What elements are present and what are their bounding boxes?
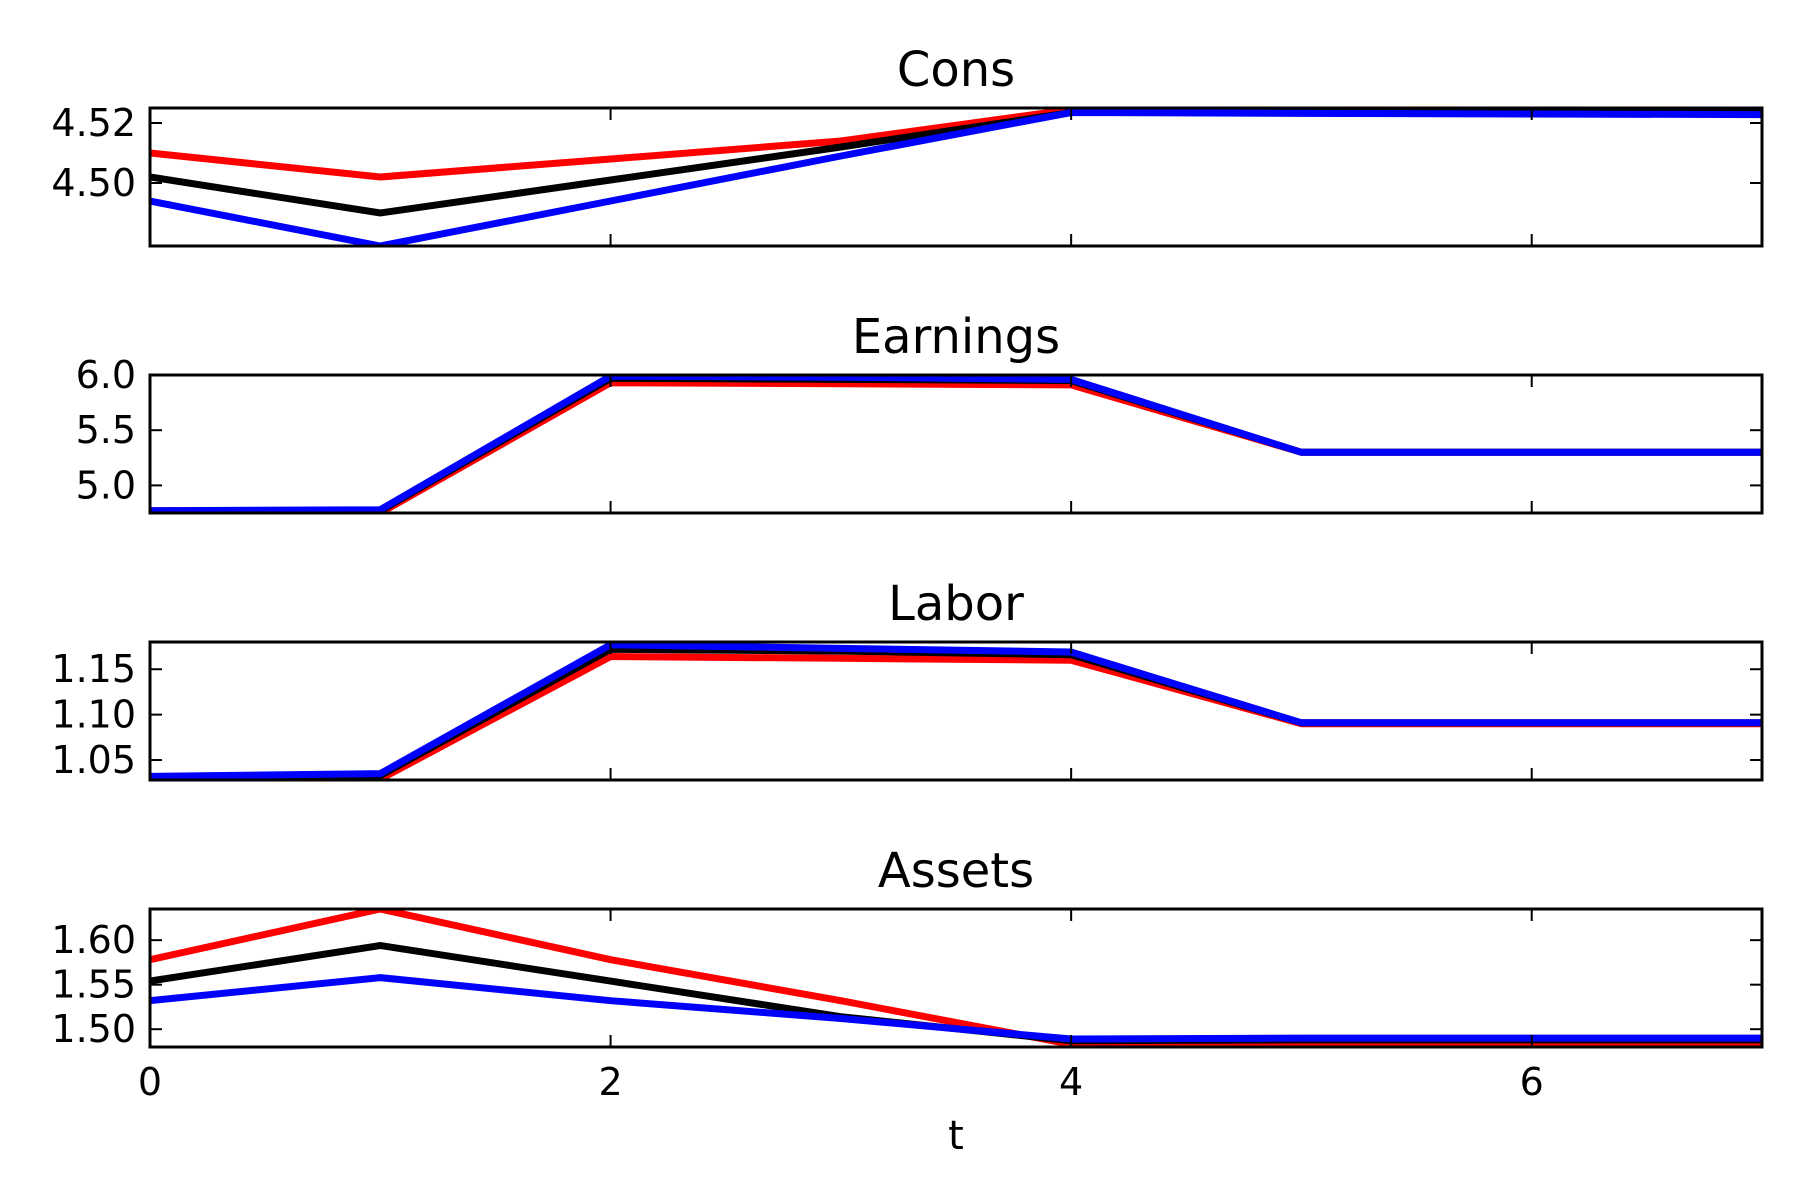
series-line-1	[150, 645, 1762, 780]
panels: Cons4.504.52Earnings5.05.56.0Labor1.051.…	[51, 42, 1764, 1051]
series-line-0	[150, 652, 1762, 780]
y-tick-label: 5.5	[76, 408, 136, 452]
y-tick-label: 4.52	[51, 101, 136, 145]
x-tick-label: 0	[138, 1060, 162, 1104]
series-line-1	[150, 109, 1762, 217]
panel-cons: Cons 4.50 4.52	[51, 42, 1764, 248]
panel-labor: Labor 1.051.101.15	[51, 576, 1764, 782]
plot-frame	[148, 106, 1764, 248]
y-tick-label: 1.10	[51, 693, 136, 737]
x-axis-label: t	[948, 1113, 964, 1159]
series-group	[150, 375, 1762, 513]
y-tick-label: 5.0	[76, 463, 136, 507]
panel-title: Earnings	[852, 309, 1060, 365]
y-tick-label: 6.0	[76, 353, 136, 397]
series-line-2	[150, 974, 1762, 1043]
series-line-2	[150, 108, 1762, 246]
panel-title: Cons	[897, 42, 1015, 98]
y-tick-label: 1.55	[51, 963, 136, 1007]
y-tick-label: 1.15	[51, 647, 136, 691]
y-tick-label: 1.05	[51, 738, 136, 782]
series-line-0	[150, 379, 1762, 513]
x-tick-label: 2	[598, 1060, 622, 1104]
plot-frame	[148, 640, 1764, 782]
series-line-2	[150, 642, 1762, 780]
x-tick-label: 4	[1059, 1060, 1083, 1104]
series-group	[150, 108, 1762, 246]
y-tick-label: 1.50	[51, 1007, 136, 1051]
panel-earnings: Earnings 5.0 5.5 6.0	[76, 309, 1764, 515]
y-tick-label: 1.60	[51, 918, 136, 962]
panel-title: Assets	[878, 843, 1034, 899]
series-line-2	[150, 375, 1762, 513]
plot-frame	[148, 907, 1764, 1049]
series-group	[150, 642, 1762, 780]
y-tick-label: 4.50	[51, 161, 136, 205]
series-group	[150, 909, 1762, 1047]
plot-frame	[148, 373, 1764, 515]
series-line-0	[150, 108, 1762, 181]
panel-title: Labor	[888, 576, 1024, 632]
series-line-1	[150, 375, 1762, 513]
x-tick-label: 6	[1520, 1060, 1544, 1104]
x-axis: 0 2 4 6 t	[138, 1060, 1544, 1159]
panel-assets: Assets 1.501.551.60	[51, 843, 1764, 1051]
